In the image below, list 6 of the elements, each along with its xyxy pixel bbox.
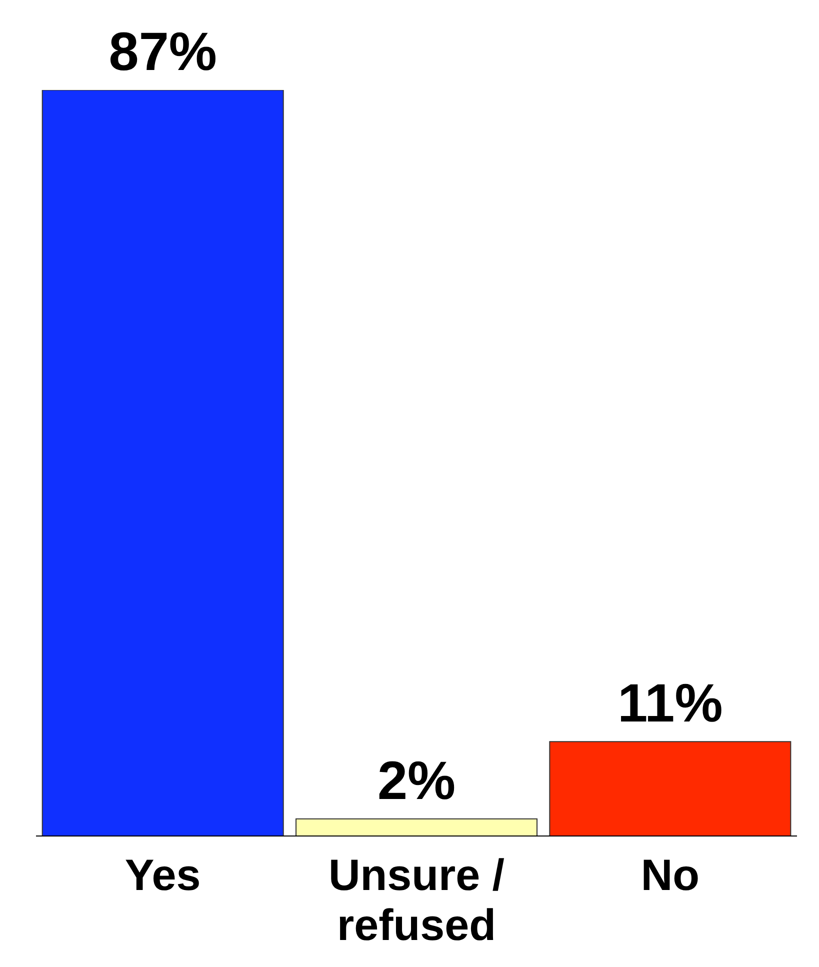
x-tick-label: Yes — [124, 851, 201, 900]
data-label: 87% — [108, 22, 217, 82]
data-label: 11% — [618, 674, 723, 734]
x-tick-label: No — [640, 851, 700, 900]
data-label: 2% — [377, 750, 456, 811]
x-tick-label: Unsure / refused — [328, 851, 505, 950]
